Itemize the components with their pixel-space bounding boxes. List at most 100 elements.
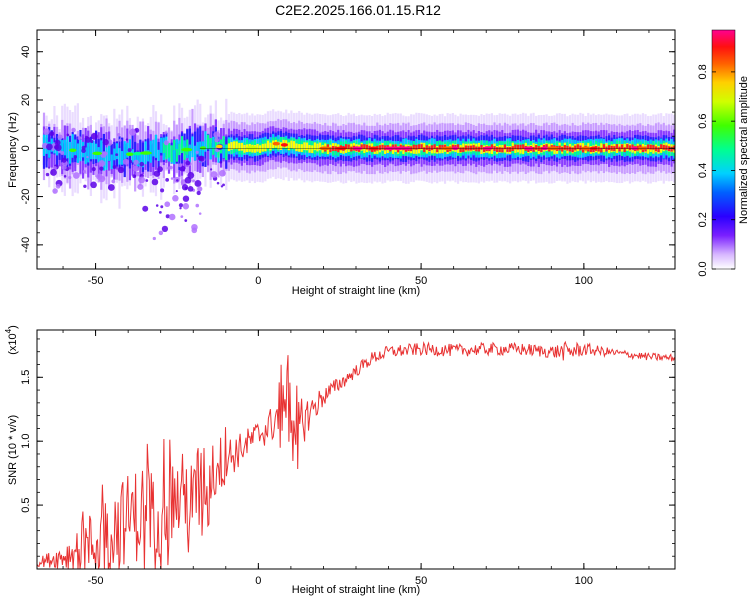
heatmap-cell — [600, 143, 603, 152]
heatmap-blob — [182, 169, 185, 172]
heatmap-cell — [483, 147, 486, 152]
heatmap-cell — [436, 147, 439, 153]
heatmap-cell — [126, 142, 129, 158]
heatmap-blob — [132, 174, 137, 179]
heatmap-peak — [69, 148, 77, 153]
spectrogram-y-tick-label: -20 — [20, 189, 32, 205]
heatmap-blob — [107, 184, 115, 191]
heatmap-blob — [214, 137, 220, 143]
heatmap-blob — [66, 133, 70, 137]
heatmap-cell — [259, 145, 262, 153]
heatmap-cell — [230, 142, 233, 150]
heatmap-blob — [111, 179, 116, 184]
snr-panel: -50 0 50 100 0.5 1.0 1.5 Height of straight l… — [4, 325, 676, 596]
heatmap-cell — [490, 144, 494, 150]
heatmap-cell — [605, 146, 608, 152]
heatmap-cell — [199, 141, 202, 163]
heatmap-cell — [464, 145, 467, 151]
heatmap-cell — [147, 150, 150, 162]
heatmap-blob — [187, 171, 195, 179]
heatmap-blob — [194, 180, 202, 187]
heatmap-peak — [245, 146, 258, 150]
heatmap-blob — [219, 169, 226, 177]
heatmap-blob — [55, 183, 61, 189]
heatmap-blob — [178, 203, 184, 208]
heatmap-cell — [92, 140, 95, 160]
heatmap-blob — [61, 165, 67, 171]
heatmap-cell — [66, 136, 69, 159]
heatmap-cell — [170, 145, 173, 162]
heatmap-cell — [433, 144, 436, 150]
heatmap-cell — [318, 142, 322, 151]
heatmap-cell — [649, 144, 652, 150]
heatmap-cell — [423, 142, 426, 151]
heatmap-cell — [423, 147, 426, 153]
heatmap-cell — [378, 145, 382, 151]
heatmap-cell — [71, 134, 74, 158]
heatmap-cell — [74, 139, 77, 157]
heatmap-cell — [490, 146, 494, 154]
spectrogram-x-tick-label: 50 — [415, 275, 427, 287]
heatmap-cell — [498, 147, 501, 153]
heatmap-cell — [238, 143, 241, 151]
heatmap-cell — [97, 139, 100, 155]
heatmap-blob — [117, 166, 125, 174]
heatmap-blob — [145, 179, 149, 182]
heatmap-cell — [173, 139, 176, 151]
heatmap-blob — [163, 140, 169, 146]
heatmap-cell — [522, 144, 525, 150]
heatmap-blob — [132, 165, 139, 172]
heatmap-cell — [670, 146, 673, 152]
heatmap-blob — [86, 155, 89, 159]
heatmap-cell — [45, 132, 48, 154]
heatmap-cell — [162, 142, 165, 154]
heatmap-cell — [188, 128, 191, 159]
spectrogram-x-axis-label: Height of straight line (km) — [292, 285, 420, 297]
snr-x-tick-label: 0 — [255, 575, 261, 587]
heatmap-blob — [137, 183, 144, 190]
spectrogram-panel: -50 0 50 100 -40 -20 0 20 40 Height of straight… — [7, 29, 676, 297]
heatmap-blob — [81, 148, 86, 154]
spectrogram-y-tick-label: 40 — [20, 46, 32, 58]
heatmap-cell — [235, 141, 238, 150]
heatmap-cell — [128, 139, 132, 155]
heatmap-cell — [152, 139, 155, 157]
heatmap-cell — [506, 147, 509, 152]
heatmap-cell — [462, 147, 465, 153]
heatmap-blob — [127, 148, 132, 153]
heatmap-blob — [82, 169, 87, 174]
heatmap-blob — [210, 168, 213, 171]
spectrogram-y-tick-label: -40 — [20, 237, 32, 253]
heatmap-cell — [193, 145, 197, 161]
spectrogram-x-tick-label: 100 — [575, 275, 593, 287]
heatmap-cell — [516, 144, 520, 150]
heatmap-cell — [425, 145, 428, 151]
heatmap-cell — [298, 144, 301, 152]
heatmap-blob — [167, 166, 171, 170]
heatmap-blob — [46, 143, 53, 151]
heatmap-blob — [184, 219, 188, 222]
heatmap-cell — [459, 147, 462, 153]
heatmap-blob — [54, 139, 61, 146]
heatmap-blob — [168, 213, 176, 221]
heatmap-cell — [61, 140, 64, 155]
heatmap-cell — [654, 146, 658, 152]
spectrogram-x-ticks: -50 0 50 100 — [62, 30, 650, 287]
heatmap-blob — [175, 190, 178, 193]
snr-x-ticks: -50 0 50 100 — [62, 330, 650, 587]
heatmap-blob — [220, 185, 224, 188]
heatmap-peak — [126, 152, 134, 157]
heatmap-blob — [122, 158, 129, 165]
heatmap-cell — [222, 136, 225, 145]
heatmap-peak — [280, 143, 288, 147]
heatmap-blob — [71, 127, 76, 133]
heatmap-cell — [115, 143, 119, 160]
heatmap-cell — [602, 144, 605, 149]
heatmap-cell — [647, 145, 650, 154]
heatmap-cell — [412, 144, 415, 150]
heatmap-blob — [151, 178, 159, 186]
heatmap-blob — [182, 203, 190, 210]
heatmap-cell — [522, 146, 525, 154]
heatmap-blob — [160, 205, 164, 209]
heatmap-cell — [292, 141, 296, 149]
